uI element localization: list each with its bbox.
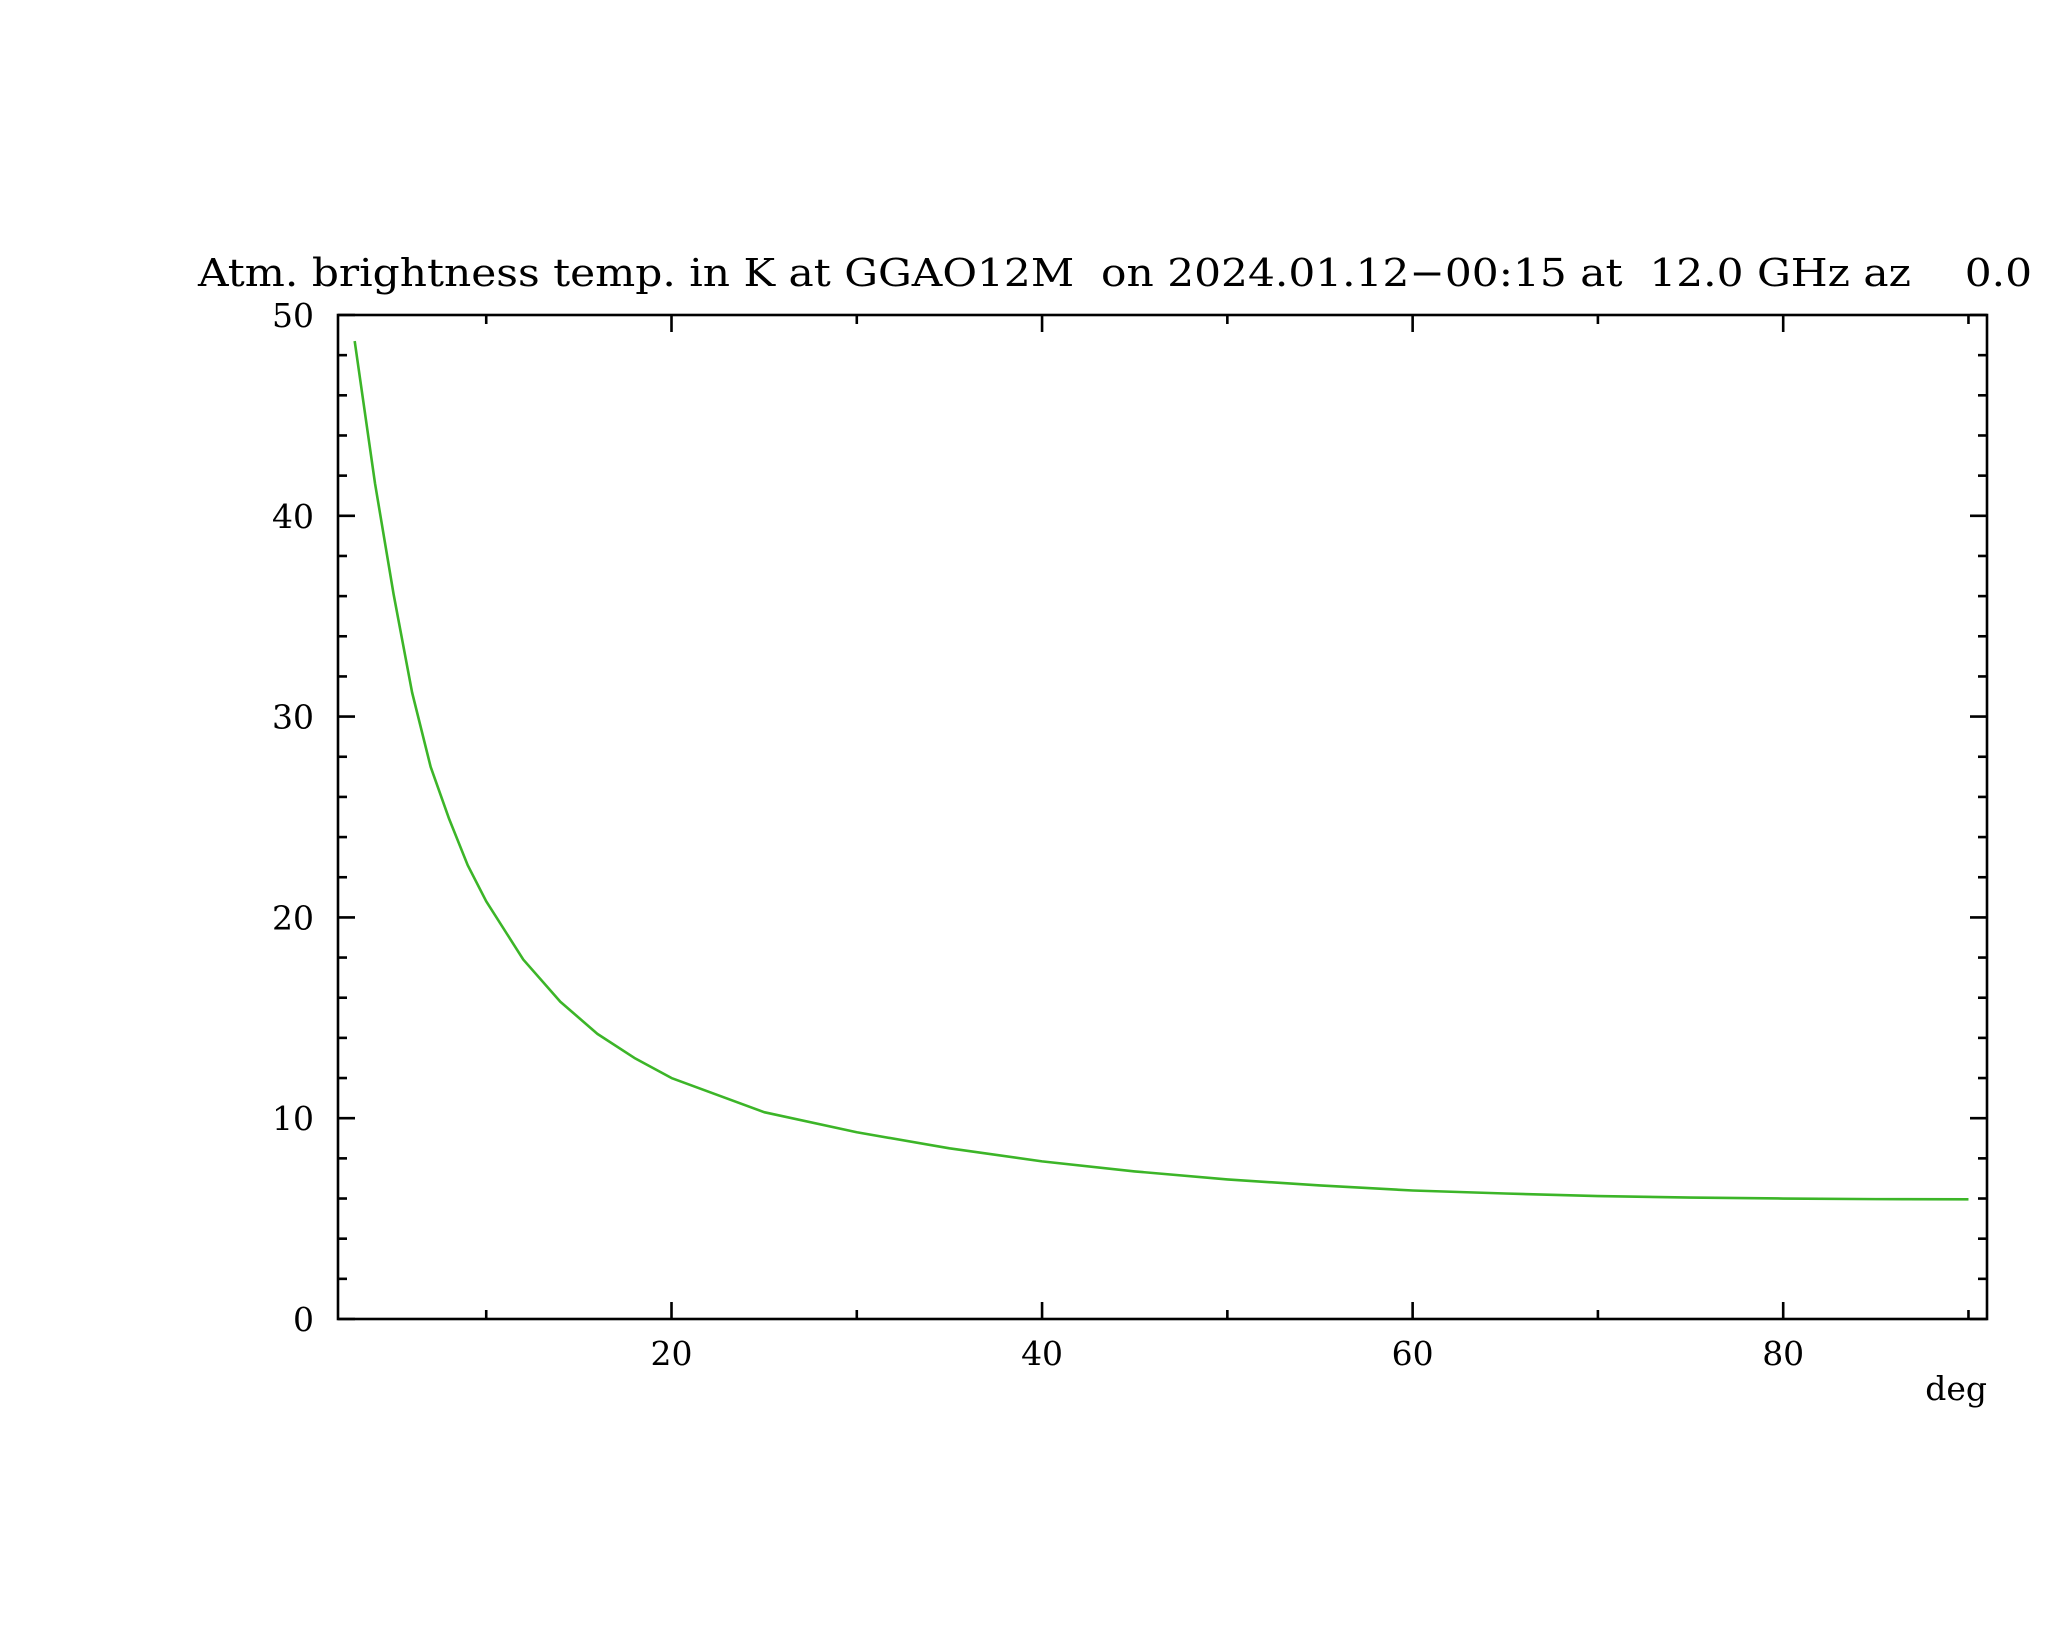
y-tick-label: 40 [272, 497, 314, 536]
chart-title: Atm. brightness temp. in K at GGAO12M on… [197, 251, 2032, 295]
plot-frame [336, 313, 1989, 1321]
x-tick-label: 40 [1021, 1334, 1063, 1373]
x-tick-label: 80 [1762, 1334, 1804, 1373]
y-tick-label: 0 [293, 1300, 314, 1339]
y-tick-label: 50 [272, 296, 314, 335]
y-tick-label: 30 [272, 698, 314, 737]
y-tick-label: 10 [272, 1099, 314, 1138]
x-tick-label: 60 [1392, 1334, 1434, 1373]
x-tick-label: 20 [651, 1334, 693, 1373]
y-tick-label: 20 [272, 898, 314, 937]
data-line [353, 340, 1969, 1201]
x-axis-label: deg [1925, 1369, 1987, 1408]
